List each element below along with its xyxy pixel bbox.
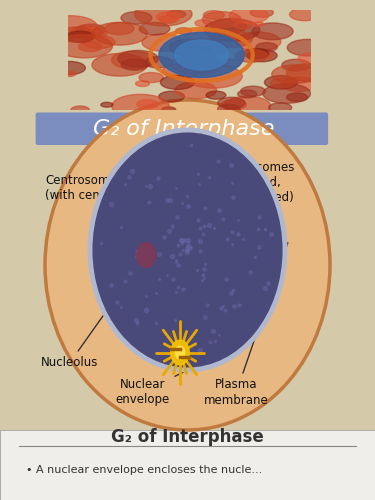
Ellipse shape [159, 32, 244, 78]
Circle shape [202, 12, 241, 28]
Circle shape [160, 76, 195, 90]
Circle shape [286, 64, 329, 82]
Circle shape [244, 48, 269, 58]
Circle shape [298, 53, 324, 64]
Circle shape [247, 50, 277, 62]
Circle shape [230, 8, 268, 24]
Circle shape [137, 242, 156, 268]
Circle shape [235, 49, 267, 62]
Circle shape [136, 80, 150, 86]
Circle shape [156, 12, 180, 22]
Circle shape [234, 22, 252, 29]
Circle shape [80, 28, 107, 38]
Circle shape [171, 340, 189, 365]
Circle shape [206, 91, 226, 99]
Circle shape [137, 100, 159, 108]
Circle shape [101, 102, 113, 107]
Circle shape [92, 54, 147, 76]
Circle shape [121, 12, 152, 24]
Circle shape [78, 42, 102, 51]
Circle shape [183, 31, 218, 46]
Circle shape [170, 39, 211, 56]
Circle shape [222, 100, 246, 110]
Circle shape [286, 93, 308, 102]
Circle shape [264, 76, 297, 89]
Circle shape [167, 10, 186, 18]
Text: Centrosomes
(with centriole pairs): Centrosomes (with centriole pairs) [45, 174, 171, 332]
Circle shape [139, 22, 170, 35]
Circle shape [256, 42, 278, 51]
Circle shape [217, 104, 240, 114]
Text: Nuclear
envelope: Nuclear envelope [116, 371, 185, 406]
Circle shape [224, 96, 271, 116]
Ellipse shape [175, 40, 228, 70]
Circle shape [43, 16, 98, 38]
Circle shape [159, 16, 177, 23]
Circle shape [142, 34, 184, 52]
Text: Chromosomes
(duplicated,
uncondensed): Chromosomes (duplicated, uncondensed) [207, 161, 294, 360]
Circle shape [121, 59, 148, 70]
Circle shape [272, 65, 317, 84]
Circle shape [76, 24, 105, 36]
Text: G₂ of Interphase: G₂ of Interphase [111, 428, 264, 446]
FancyBboxPatch shape [36, 112, 328, 145]
Circle shape [175, 82, 217, 98]
Circle shape [105, 22, 134, 34]
Ellipse shape [45, 100, 330, 430]
Circle shape [250, 8, 273, 17]
Text: G₂ of Interphase: G₂ of Interphase [93, 119, 274, 139]
Circle shape [235, 32, 281, 51]
Circle shape [211, 19, 247, 34]
Circle shape [171, 54, 219, 74]
Circle shape [159, 91, 184, 102]
Circle shape [238, 90, 257, 98]
Circle shape [163, 64, 198, 78]
Circle shape [183, 38, 226, 56]
Circle shape [263, 84, 310, 103]
Circle shape [210, 30, 252, 48]
Circle shape [271, 78, 294, 88]
Circle shape [63, 71, 76, 76]
Circle shape [221, 59, 240, 68]
Circle shape [255, 52, 273, 59]
Circle shape [195, 20, 212, 26]
Bar [0, 430, 375, 500]
Circle shape [66, 31, 94, 42]
Circle shape [83, 36, 115, 49]
Circle shape [290, 8, 320, 20]
Circle shape [179, 56, 222, 74]
Circle shape [118, 50, 158, 67]
Circle shape [252, 22, 264, 26]
Circle shape [70, 26, 102, 38]
Circle shape [184, 64, 242, 88]
Text: • A nuclear envelope encloses the nucle...: • A nuclear envelope encloses the nucle.… [26, 465, 262, 475]
Circle shape [56, 34, 112, 58]
Circle shape [57, 27, 94, 42]
Circle shape [218, 98, 245, 108]
Circle shape [175, 346, 185, 359]
Circle shape [92, 22, 148, 45]
Circle shape [144, 56, 172, 68]
Circle shape [287, 40, 328, 56]
Circle shape [176, 28, 192, 34]
Circle shape [204, 18, 260, 42]
Circle shape [162, 107, 176, 113]
Circle shape [252, 23, 293, 40]
Circle shape [53, 62, 86, 74]
Circle shape [203, 10, 224, 20]
Text: Nucleolus: Nucleolus [41, 258, 145, 369]
Circle shape [139, 72, 164, 83]
Text: Plasma
membrane: Plasma membrane [204, 242, 288, 406]
Ellipse shape [90, 130, 285, 370]
Circle shape [269, 103, 292, 113]
Circle shape [71, 106, 89, 114]
Circle shape [135, 2, 192, 26]
Circle shape [111, 51, 154, 69]
Circle shape [282, 60, 310, 71]
Circle shape [241, 86, 266, 97]
Circle shape [282, 77, 317, 92]
Circle shape [112, 94, 169, 118]
